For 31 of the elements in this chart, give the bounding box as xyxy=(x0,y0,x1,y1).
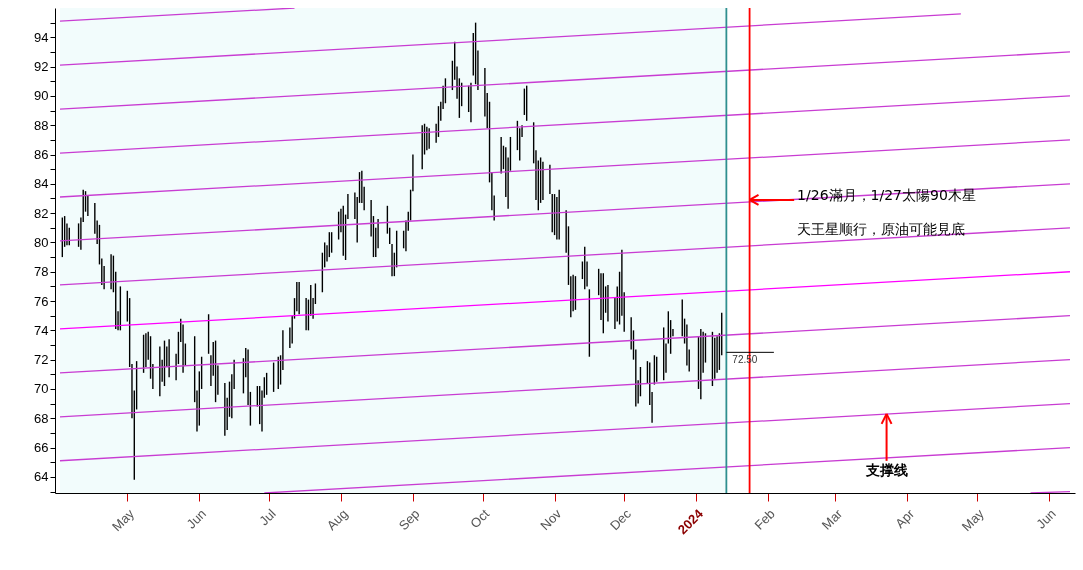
x-tick-label: Mar xyxy=(818,505,846,533)
y-tick-label: 66 xyxy=(34,440,49,456)
x-tick-label: Oct xyxy=(467,505,493,531)
y-tick-label: 86 xyxy=(34,147,49,163)
y-tick-label: 72 xyxy=(34,352,49,368)
annotation: 天王星顺行，原油可能見底 xyxy=(797,220,966,237)
y-tick-label: 68 xyxy=(34,410,49,426)
y-tick-label: 90 xyxy=(34,88,49,104)
x-tick-label: Dec xyxy=(606,505,635,534)
y-tick-label: 78 xyxy=(34,264,49,280)
x-tick-label: Aug xyxy=(323,506,351,534)
y-tick-label: 84 xyxy=(34,176,49,192)
y-tick-label: 80 xyxy=(34,234,49,250)
x-tick-label: Sep xyxy=(395,506,423,534)
x-tick-label: Jun xyxy=(1033,506,1059,532)
x-tick-label: Apr xyxy=(892,505,918,531)
y-tick-label: 76 xyxy=(34,293,49,309)
y-tick-label: 70 xyxy=(34,381,49,397)
y-tick-label: 64 xyxy=(34,469,49,485)
x-tick-label: Feb xyxy=(751,506,778,533)
y-tick-label: 74 xyxy=(34,322,49,338)
x-tick-label: May xyxy=(109,505,138,535)
y-tick-label: 88 xyxy=(34,117,49,133)
x-tick-label: Nov xyxy=(537,505,565,534)
y-tick-label: 94 xyxy=(34,29,49,45)
annotation: 支撑线 xyxy=(864,461,908,478)
x-tick-label: Jul xyxy=(256,506,279,529)
y-tick-label: 92 xyxy=(34,59,49,75)
x-tick-label: May xyxy=(958,505,988,535)
y-tick-label: 82 xyxy=(34,205,49,221)
x-tick-label: Jun xyxy=(183,506,209,532)
